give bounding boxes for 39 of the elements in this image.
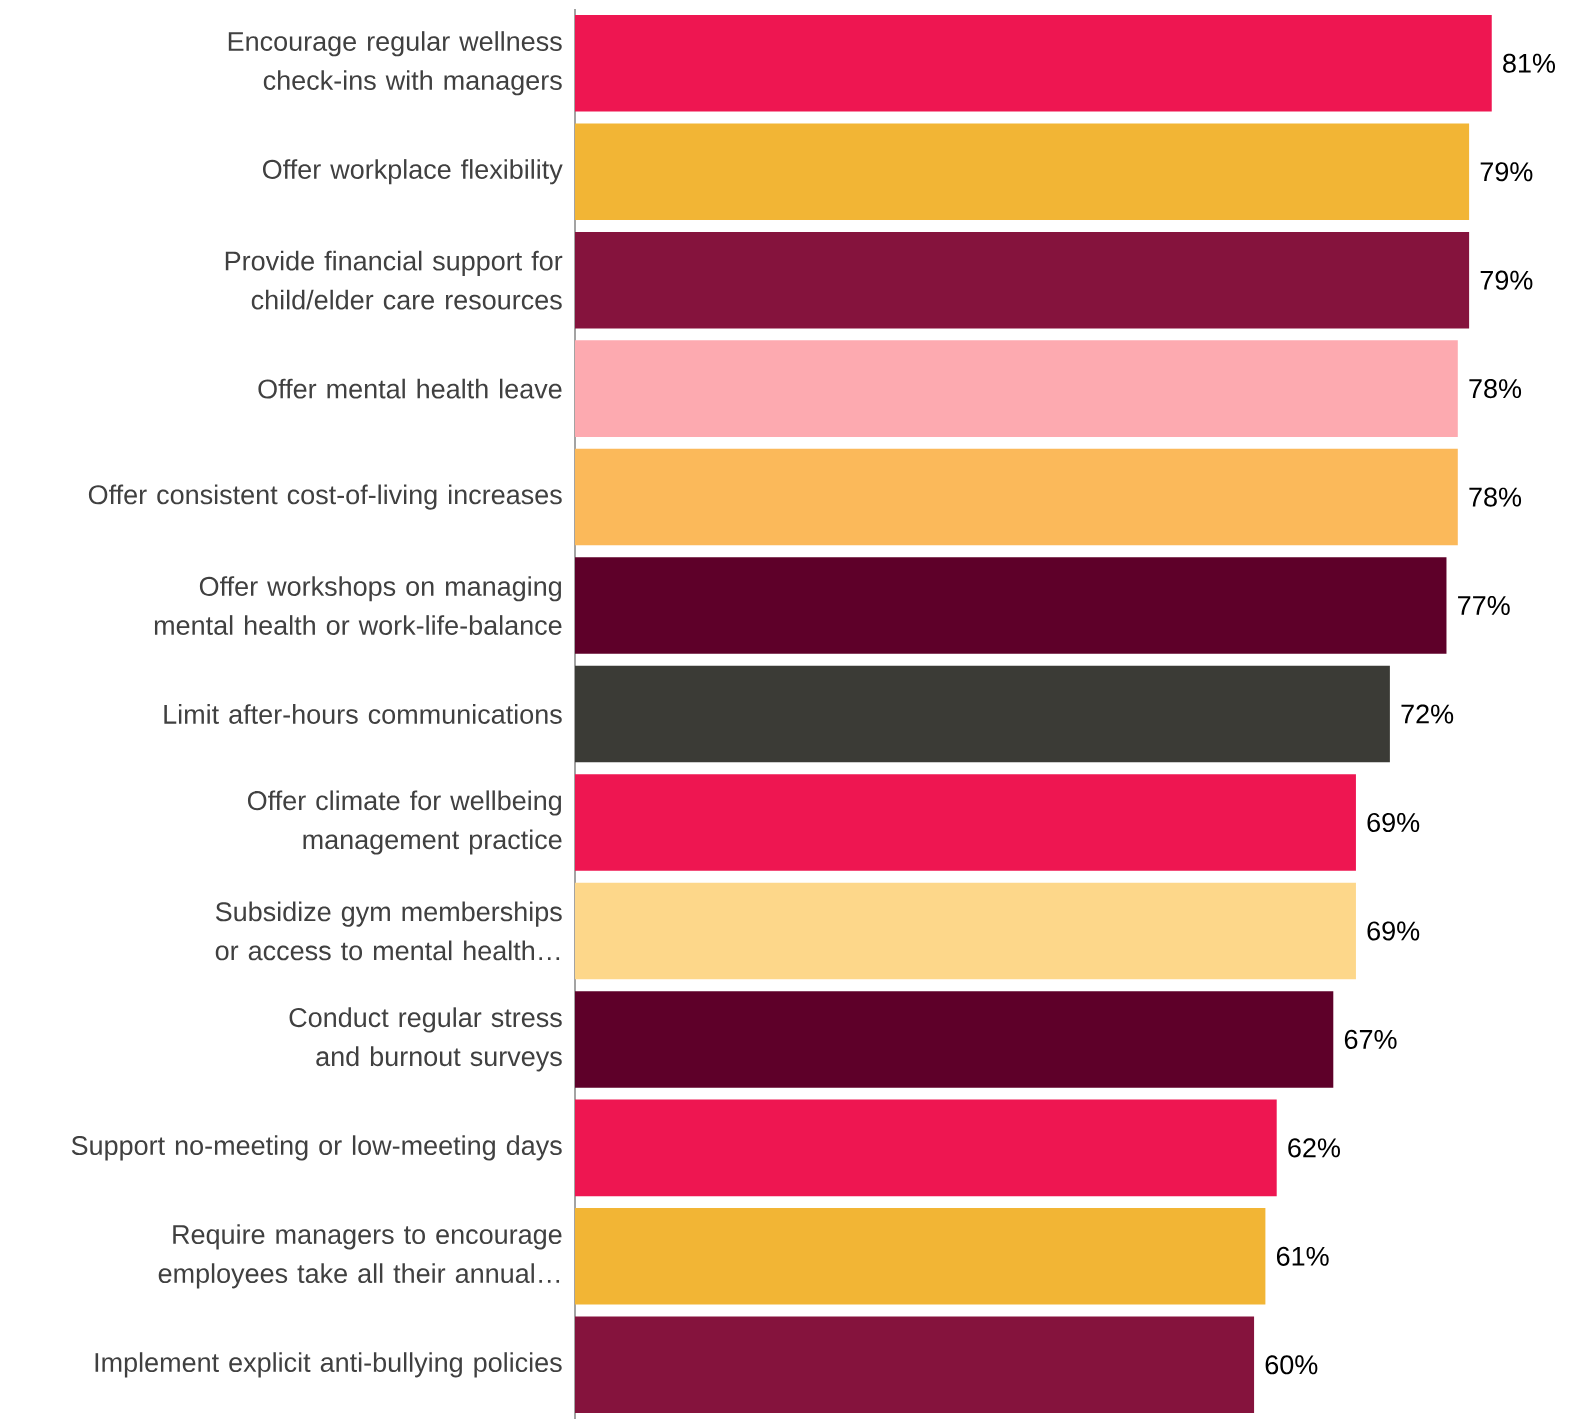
data-label: 69%	[1367, 812, 1420, 833]
bar	[575, 1316, 1255, 1414]
y-tick-label: Conduct regular stress and burnout surveys	[289, 1007, 562, 1072]
data-label: 78%	[1469, 487, 1522, 507]
y-tick-label: Encourage regular wellness check-ins with managers	[228, 31, 562, 96]
bar	[575, 1208, 1266, 1305]
y-tick-label: Support no-meeting or low-meeting days	[71, 1135, 562, 1161]
bar	[575, 14, 1492, 112]
bar	[575, 991, 1334, 1088]
data-label: 81%	[1503, 53, 1556, 73]
data-label: 67%	[1344, 1029, 1397, 1049]
bar	[575, 882, 1356, 980]
bar	[575, 1099, 1277, 1197]
y-tick-label: Implement explicit anti-bullying policies	[95, 1352, 562, 1378]
y-tick-label: Offer workshops on managing mental health or work-life-balance	[154, 576, 562, 635]
bar	[575, 340, 1458, 437]
data-label: 60%	[1265, 1355, 1318, 1375]
bar	[575, 665, 1390, 763]
bar	[575, 557, 1447, 654]
y-tick-label: Subsidize gym memberships or access to mental health…	[215, 901, 562, 961]
bar	[575, 231, 1470, 329]
data-label: 72%	[1401, 704, 1454, 724]
data-label: 79%	[1480, 162, 1533, 182]
data-label: 69%	[1367, 921, 1420, 941]
y-tick-label: Offer climate for wellbeing management practice	[247, 790, 562, 855]
y-tick-label: Offer mental health leave	[258, 378, 562, 399]
bar	[575, 774, 1356, 871]
y-tick-label: Offer consistent cost-of-living increases	[88, 484, 562, 510]
data-label: 78%	[1469, 379, 1522, 399]
data-label: 79%	[1480, 270, 1533, 290]
y-tick-label: Require managers to encourage employees take all their annual…	[158, 1224, 562, 1289]
data-label: 62%	[1288, 1138, 1340, 1158]
bar	[575, 123, 1470, 220]
y-tick-label: Provide financial support for child/elder care resources	[225, 250, 563, 310]
y-tick-label: Limit after-hours communications	[164, 704, 562, 724]
data-label: 61%	[1276, 1246, 1329, 1266]
bar	[575, 448, 1458, 546]
y-tick-label: Offer workplace flexibility	[262, 159, 563, 185]
data-label: 77%	[1458, 596, 1510, 615]
